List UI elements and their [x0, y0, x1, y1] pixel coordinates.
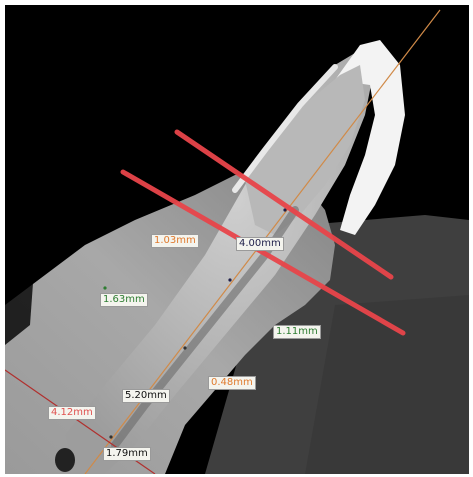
measurement-label-4-12[interactable]: 4.12mm: [48, 406, 96, 420]
measurement-label-1-63[interactable]: 1.63mm: [100, 293, 148, 307]
measurement-label-1-11[interactable]: 1.11mm: [273, 325, 321, 339]
bone-region-dark: [305, 295, 469, 474]
measurement-label-1-79[interactable]: 1.79mm: [103, 447, 151, 461]
measure-point[interactable]: [109, 435, 113, 439]
tooth-crown: [335, 40, 405, 235]
cut-line-lower[interactable]: [120, 169, 406, 336]
measure-point[interactable]: [228, 278, 232, 282]
measurement-label-4-00[interactable]: 4.00mm: [236, 237, 284, 251]
ct-image-viewer[interactable]: 1.03mm 4.00mm 1.63mm 1.11mm 5.20mm 0.48m…: [5, 5, 469, 474]
left-edge-shadow: [5, 245, 35, 345]
tooth-outer-edge: [232, 64, 338, 193]
measure-point[interactable]: [103, 286, 107, 290]
measurement-label-1-03[interactable]: 1.03mm: [151, 234, 199, 248]
measurement-label-5-20[interactable]: 5.20mm: [122, 389, 170, 403]
measure-point[interactable]: [283, 208, 287, 212]
cut-line-upper[interactable]: [174, 129, 394, 280]
measurement-label-0-48[interactable]: 0.48mm: [208, 376, 256, 390]
tooth-crown-inner: [245, 65, 365, 235]
small-dark-spot: [55, 448, 75, 472]
measure-point[interactable]: [183, 346, 187, 350]
